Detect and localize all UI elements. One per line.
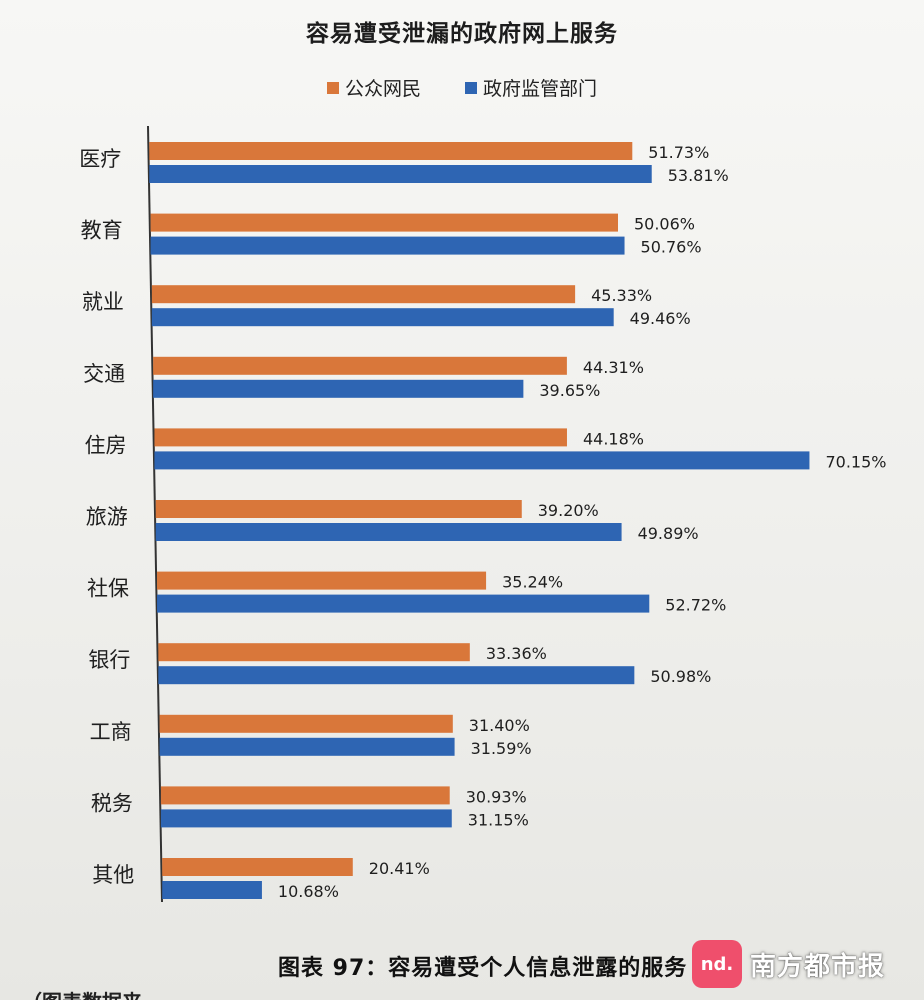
watermark: nd. 南方都市报 [692, 940, 885, 988]
bar [151, 285, 576, 304]
bar [151, 308, 614, 327]
chart-legend: 公众网民 政府监管部门 [0, 74, 924, 101]
legend-swatch-government [465, 81, 477, 94]
category-label: 税务 [91, 791, 133, 815]
data-label: 53.81% [668, 166, 729, 185]
bar [153, 379, 524, 398]
data-label: 50.76% [641, 238, 702, 257]
bar [150, 213, 618, 232]
category-label: 就业 [82, 290, 124, 314]
data-label: 50.06% [634, 215, 695, 234]
data-label: 49.89% [638, 524, 699, 543]
bar [155, 500, 522, 518]
data-label: 39.65% [539, 381, 600, 400]
bar [149, 142, 633, 160]
bar [162, 858, 353, 876]
bar [154, 428, 567, 447]
bar [157, 594, 650, 613]
data-label: 31.40% [469, 716, 530, 735]
legend-item-public: 公众网民 [326, 74, 421, 101]
legend-item-government: 政府监管部门 [465, 74, 597, 101]
legend-label-public: 公众网民 [344, 78, 421, 100]
bar [149, 165, 652, 183]
category-label: 住房 [84, 433, 126, 457]
category-label: 旅游 [86, 505, 128, 529]
data-label: 70.15% [825, 452, 886, 471]
data-label: 10.68% [278, 882, 339, 901]
category-label: 教育 [81, 219, 123, 243]
figure-caption: 图表 97：容易遭受个人信息泄露的服务 [278, 956, 688, 981]
bar [159, 714, 453, 733]
legend-label-government: 政府监管部门 [483, 78, 598, 100]
data-label: 30.93% [466, 787, 527, 806]
caption-note: （图表数据来 [22, 986, 142, 1000]
data-label: 50.98% [650, 667, 711, 686]
data-label: 44.18% [583, 429, 644, 448]
bar [150, 236, 625, 255]
bar [153, 356, 567, 375]
newspaper-logo-icon: nd. [692, 940, 742, 988]
data-label: 35.24% [502, 573, 563, 592]
data-label: 52.72% [665, 596, 726, 615]
y-axis-line [147, 125, 163, 903]
bar [160, 786, 450, 805]
category-label: 其他 [92, 863, 134, 887]
bar [162, 881, 262, 899]
category-label: 银行 [88, 648, 130, 672]
chart-title: 容易遭受泄漏的政府网上服务 [306, 21, 618, 47]
data-label: 44.31% [583, 358, 644, 377]
data-label: 49.46% [630, 309, 691, 328]
category-label: 社保 [87, 577, 129, 601]
data-label: 31.59% [471, 739, 532, 758]
data-label: 51.73% [648, 143, 709, 162]
watermark-text: 南方都市报 [750, 951, 886, 982]
bar [158, 666, 635, 685]
bar [159, 737, 455, 756]
category-label: 工商 [90, 720, 132, 744]
category-label: 医疗 [79, 147, 121, 171]
data-label: 39.20% [538, 501, 599, 520]
bar [160, 809, 452, 828]
bar [155, 523, 622, 541]
data-label: 20.41% [369, 859, 430, 878]
data-label: 31.15% [468, 810, 529, 829]
bar [158, 643, 470, 662]
bar [157, 571, 487, 590]
data-label: 33.36% [486, 644, 547, 663]
category-label: 交通 [83, 362, 125, 386]
bar [154, 451, 810, 470]
data-label: 45.33% [591, 286, 652, 305]
legend-swatch-public [326, 81, 339, 94]
